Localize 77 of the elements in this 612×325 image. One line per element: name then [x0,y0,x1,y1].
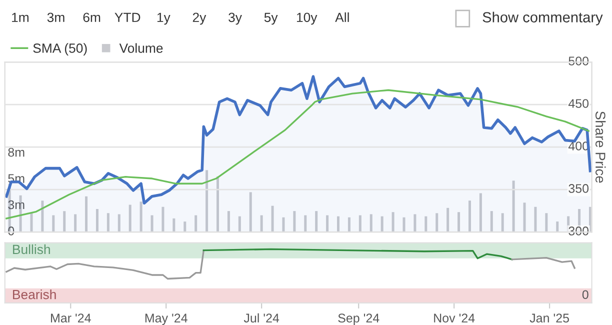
text: 6m [83,12,100,22]
bar [436,213,438,232]
bar [194,215,198,232]
text: 3m [47,12,64,22]
text: 3y [228,12,242,25]
bar [468,200,471,232]
y-axis-title: Share Price [595,111,606,183]
y2-tick-label: 3m [8,200,24,210]
bar [326,215,329,232]
band-label: Bullish [13,244,50,254]
bar [106,213,110,232]
bar [30,213,33,232]
bar [271,206,274,232]
bar [63,211,66,232]
bar [293,211,296,232]
bar [249,192,252,232]
bar [41,200,44,232]
text: 5y [264,12,278,25]
bar [446,208,450,232]
bar [501,213,504,232]
text: 10y [296,12,318,25]
y-tick-label: 450 [568,99,589,108]
bar [172,218,176,232]
bar [380,216,384,232]
bar [162,206,164,232]
bar [490,211,493,232]
legend-label: SMA (50) [33,43,87,56]
bar [85,196,88,232]
x-tick-label: Nov '24 [434,314,475,322]
text: YTD [114,12,140,22]
bar [556,222,559,232]
bar [370,214,372,232]
bar [479,193,482,232]
bar [74,214,77,232]
bar [534,206,537,232]
bar [315,211,318,232]
bar [458,212,460,232]
bar [118,214,120,232]
text: 1y [157,12,170,25]
x-tick-label: May '24 [145,314,188,325]
annotation: 0 [582,290,588,300]
bar [150,215,154,232]
bar [184,222,186,232]
text: 1m [12,12,28,22]
bar [414,214,416,232]
bar [392,212,394,232]
bar [512,180,515,232]
bar [52,215,55,232]
y-tick-label: 350 [568,184,589,193]
bar [238,216,241,232]
bar [545,213,548,232]
x-tick-label: Jul '24 [244,313,280,322]
text: All [335,12,349,22]
x-tick-label: Sep '24 [338,314,380,325]
bar [140,202,142,232]
bar [424,216,428,232]
text: 2y [192,12,206,25]
bar [337,216,340,232]
text: Show commentary [482,12,603,26]
bar [206,170,208,232]
bar [304,215,307,232]
bar [227,211,230,232]
bar [282,217,285,232]
x-tick-label: Jan '25 [530,314,569,322]
x-tick-label: Mar '24 [51,314,91,322]
line-series [6,89,590,220]
legend-label: Volume [119,43,163,53]
band-label: Bearish [13,290,56,300]
bar [523,202,526,232]
bar [128,204,132,232]
bar [348,217,350,232]
bar [358,215,362,232]
y2-tick-label: 8m [8,148,24,157]
bar [402,217,406,232]
bar [96,208,98,232]
bar [216,176,219,232]
bar [260,215,263,232]
